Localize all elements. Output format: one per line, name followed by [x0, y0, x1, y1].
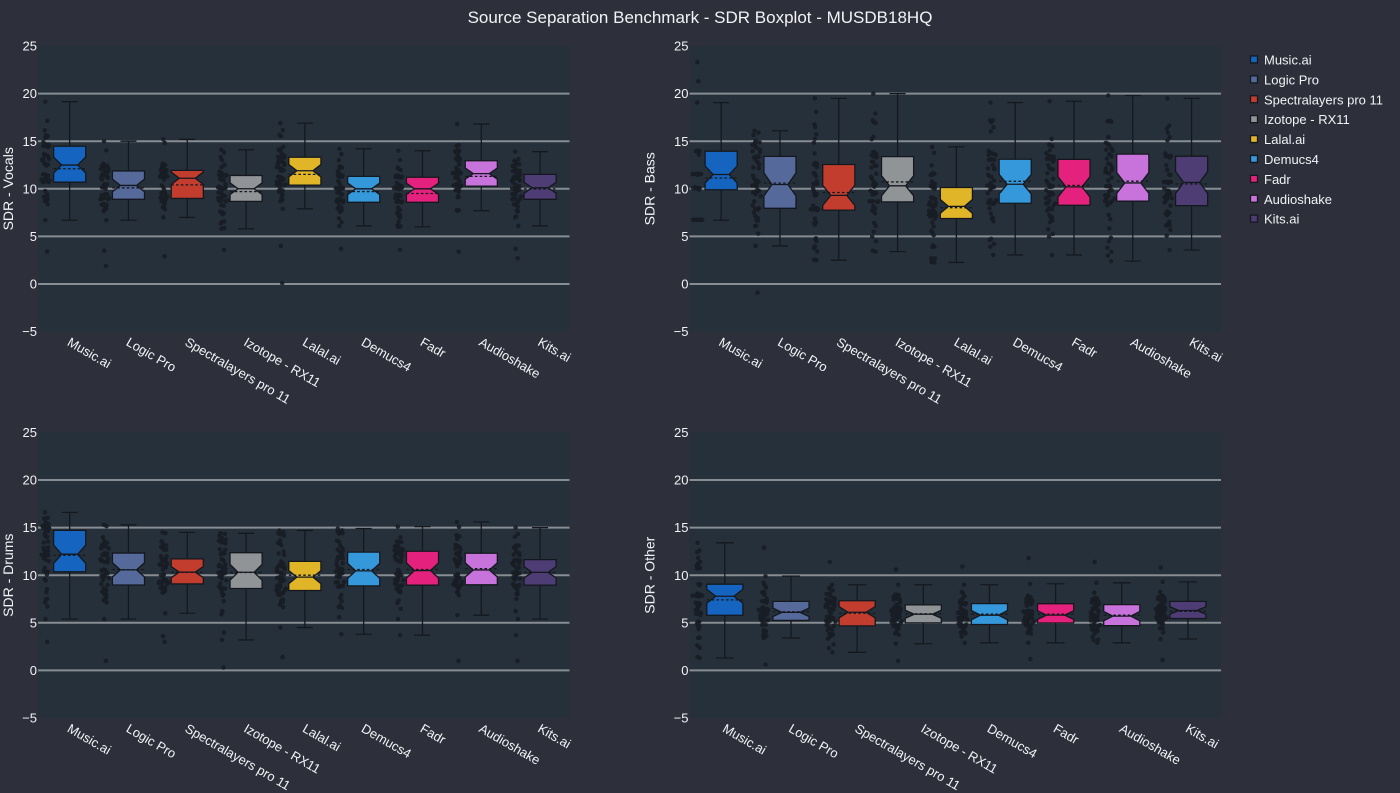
svg-text:0: 0 [681, 277, 688, 292]
svg-text:10: 10 [23, 181, 37, 196]
svg-text:SDR - Drums: SDR - Drums [0, 534, 16, 617]
svg-text:10: 10 [674, 568, 688, 583]
svg-text:5: 5 [30, 229, 37, 244]
svg-text:5: 5 [30, 615, 37, 630]
svg-text:Lalal.ai: Lalal.ai [1264, 132, 1305, 147]
svg-text:SDR - Other: SDR - Other [641, 536, 657, 613]
svg-text:Fadr: Fadr [1264, 172, 1291, 187]
svg-text:20: 20 [23, 473, 37, 488]
svg-text:20: 20 [23, 86, 37, 101]
svg-text:Music.ai: Music.ai [1264, 53, 1312, 68]
svg-text:−5: −5 [674, 324, 689, 339]
svg-text:20: 20 [674, 473, 688, 488]
svg-text:Spectralayers pro 11: Spectralayers pro 11 [1264, 92, 1383, 107]
svg-text:Logic Pro: Logic Pro [1264, 72, 1319, 87]
svg-text:0: 0 [681, 663, 688, 678]
svg-text:5: 5 [681, 615, 688, 630]
svg-text:25: 25 [674, 39, 688, 54]
svg-text:0: 0 [30, 277, 37, 292]
svg-text:Izotope - RX11: Izotope - RX11 [1264, 112, 1350, 127]
svg-text:5: 5 [681, 229, 688, 244]
svg-text:10: 10 [674, 181, 688, 196]
svg-text:−5: −5 [22, 711, 37, 726]
svg-text:15: 15 [674, 520, 688, 535]
svg-text:25: 25 [23, 425, 37, 440]
svg-text:20: 20 [674, 86, 688, 101]
svg-text:SDR - Bass: SDR - Bass [641, 152, 657, 225]
svg-text:−5: −5 [22, 324, 37, 339]
svg-text:15: 15 [23, 134, 37, 149]
svg-text:15: 15 [674, 134, 688, 149]
svg-text:15: 15 [23, 520, 37, 535]
svg-text:−5: −5 [674, 711, 689, 726]
svg-text:25: 25 [674, 425, 688, 440]
svg-text:SDR - Vocals: SDR - Vocals [0, 147, 16, 230]
svg-text:Audioshake: Audioshake [1264, 192, 1332, 207]
svg-text:0: 0 [30, 663, 37, 678]
svg-text:Kits.ai: Kits.ai [1264, 212, 1300, 227]
svg-text:25: 25 [23, 39, 37, 54]
svg-text:10: 10 [23, 568, 37, 583]
svg-text:Demucs4: Demucs4 [1264, 152, 1319, 167]
svg-text:Source Separation Benchmark -: Source Separation Benchmark - SDR Boxplo… [468, 8, 933, 27]
